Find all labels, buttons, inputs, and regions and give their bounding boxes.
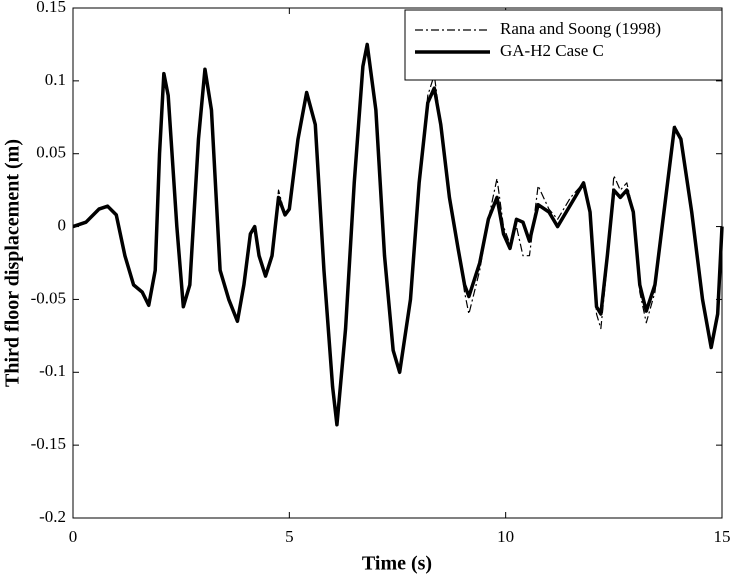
x-axis-label: Time (s) — [362, 553, 432, 575]
x-tick-label: 0 — [69, 527, 78, 546]
y-tick-label: -0.1 — [39, 361, 66, 380]
y-tick-label: 0.05 — [36, 143, 66, 162]
x-tick-label: 15 — [714, 527, 731, 546]
legend-label: Rana and Soong (1998) — [500, 19, 661, 38]
y-axis-label: Third floor displacement (m) — [2, 139, 24, 387]
y-tick-label: -0.15 — [31, 434, 66, 453]
y-tick-label: 0 — [58, 215, 67, 234]
x-tick-label: 10 — [497, 527, 514, 546]
plot-frame — [72, 7, 723, 519]
legend-box — [404, 9, 723, 81]
legend-label: GA-H2 Case C — [500, 41, 604, 60]
y-tick-label: 0.15 — [36, 0, 66, 16]
x-tick-label: 5 — [285, 527, 294, 546]
y-tick-label: 0.1 — [45, 70, 66, 89]
series-line — [72, 42, 724, 427]
y-tick-label: -0.05 — [31, 288, 66, 307]
y-tick-label: -0.2 — [39, 507, 66, 526]
